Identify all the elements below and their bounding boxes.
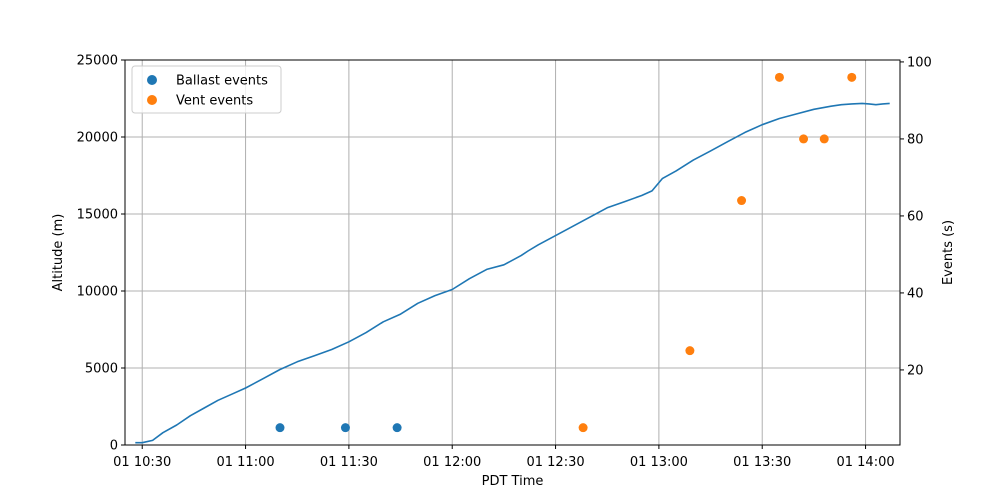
x-axis-title: PDT Time — [482, 474, 544, 489]
x-tick-label: 01 13:30 — [733, 455, 791, 470]
x-tick-label: 01 11:30 — [320, 455, 378, 470]
vent-events-point — [847, 72, 857, 82]
legend-marker-ballast — [147, 75, 157, 85]
legend: Ballast events Vent events — [131, 65, 282, 114]
y2-tick-label: 60 — [907, 209, 924, 224]
y2-axis-title: Events (s) — [941, 220, 956, 285]
vent-events-point — [774, 72, 784, 82]
y2-tick-label: 100 — [907, 55, 932, 70]
x-tick-label: 01 10:30 — [113, 455, 171, 470]
vent-events-point — [685, 346, 695, 356]
legend-marker-vent — [147, 95, 157, 105]
vent-events-point — [737, 196, 747, 206]
x-tick-label: 01 14:00 — [836, 455, 894, 470]
y2-tick-label: 20 — [907, 363, 924, 378]
y-tick-label: 25000 — [77, 54, 118, 69]
x-tick-label: 01 12:00 — [423, 455, 481, 470]
y-axis-right: 20 40 60 80 100 — [900, 55, 932, 378]
y2-tick-label: 40 — [907, 286, 924, 301]
x-tick-label: 01 12:30 — [526, 455, 584, 470]
x-axis: 01 10:30 01 11:00 01 11:30 01 12:00 01 12:30… — [113, 445, 895, 470]
x-tick-label: 01 11:00 — [216, 455, 274, 470]
y-tick-label: 20000 — [77, 131, 118, 146]
altitude-line-layer — [135, 102, 890, 444]
vent-events-point — [799, 134, 809, 144]
x-tick-label: 01 13:00 — [630, 455, 688, 470]
legend-label-vent: Vent events — [176, 94, 253, 109]
legend-label-ballast: Ballast events — [176, 74, 268, 89]
y-tick-label: 0 — [110, 439, 118, 454]
plot-frame — [124, 59, 901, 446]
altitude-line — [135, 102, 890, 444]
ballast-events-point — [340, 423, 350, 433]
vent-events-point — [578, 423, 588, 433]
event-points-layer — [275, 72, 857, 433]
ballast-events-point — [275, 423, 285, 433]
y2-tick-label: 80 — [907, 132, 924, 147]
ballast-events-point — [392, 423, 402, 433]
legend-box — [131, 65, 282, 114]
y-axis-title: Altitude (m) — [51, 214, 66, 292]
y-tick-label: 10000 — [77, 285, 118, 300]
y-tick-label: 15000 — [77, 208, 118, 223]
y-axis-left: 0 5000 10000 15000 20000 25000 — [77, 54, 125, 454]
vent-events-point — [819, 134, 829, 144]
y-tick-label: 5000 — [85, 362, 118, 377]
